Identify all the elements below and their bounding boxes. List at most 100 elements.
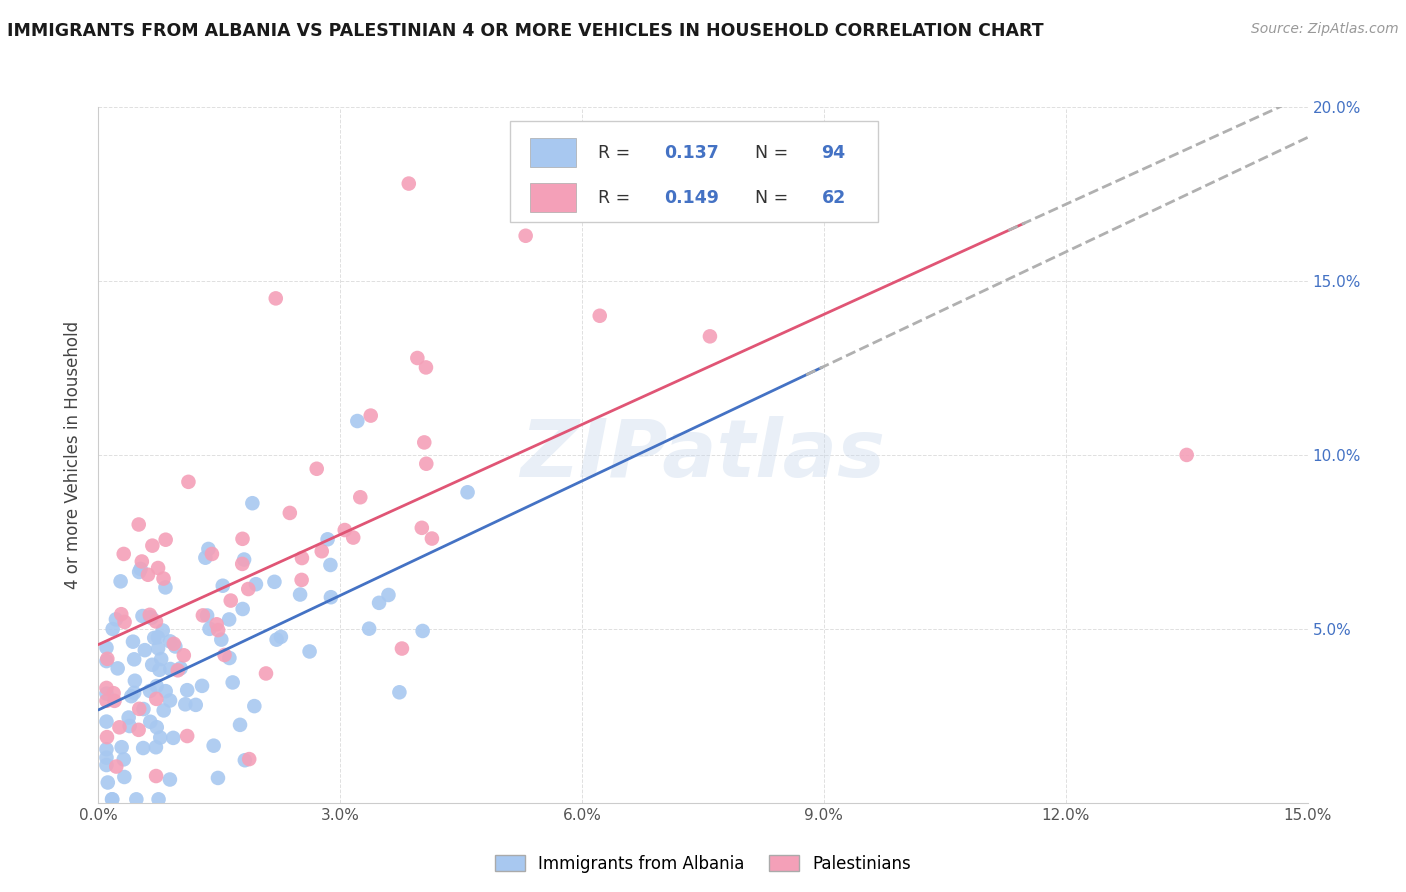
Point xyxy=(349,490,371,504)
Point xyxy=(155,581,177,595)
Point xyxy=(155,533,177,547)
Point xyxy=(141,611,163,625)
Point xyxy=(132,741,155,756)
Point xyxy=(129,562,152,576)
Point xyxy=(112,770,135,784)
Point xyxy=(125,792,148,806)
Point xyxy=(107,661,129,675)
Point xyxy=(201,547,224,561)
Y-axis label: 4 or more Vehicles in Household: 4 or more Vehicles in Household xyxy=(65,321,83,589)
Point xyxy=(159,693,181,707)
Text: N =: N = xyxy=(755,189,794,207)
Point xyxy=(152,703,174,717)
Point xyxy=(96,750,118,764)
Text: R =: R = xyxy=(598,189,636,207)
Point xyxy=(114,615,136,629)
Point xyxy=(112,547,135,561)
Point xyxy=(146,630,169,644)
Point xyxy=(96,730,118,744)
Point xyxy=(96,714,118,729)
Point xyxy=(342,531,364,545)
Point xyxy=(184,698,207,712)
Point xyxy=(197,541,219,556)
Point xyxy=(122,634,145,648)
Point xyxy=(291,573,314,587)
Point xyxy=(359,622,381,636)
Point xyxy=(128,517,150,532)
Point xyxy=(233,552,256,566)
Point xyxy=(202,739,225,753)
Point xyxy=(122,686,145,700)
Point xyxy=(1175,448,1198,462)
Point xyxy=(311,544,333,558)
Point xyxy=(118,719,141,733)
Point xyxy=(128,702,150,716)
Point xyxy=(243,699,266,714)
Point xyxy=(198,622,221,636)
Point xyxy=(166,663,188,677)
Point xyxy=(136,567,159,582)
Point xyxy=(218,651,240,665)
Point xyxy=(139,610,162,624)
Point xyxy=(333,523,356,537)
Point xyxy=(214,648,236,662)
Point xyxy=(120,689,142,703)
Point xyxy=(176,729,198,743)
Point xyxy=(191,608,214,623)
Point xyxy=(159,772,181,787)
Point xyxy=(97,775,120,789)
Point xyxy=(191,679,214,693)
Point xyxy=(231,532,253,546)
Text: N =: N = xyxy=(755,144,794,161)
Point xyxy=(131,554,153,568)
Point xyxy=(128,565,150,579)
Point xyxy=(145,691,167,706)
Point xyxy=(368,596,391,610)
Point xyxy=(162,731,184,745)
Point xyxy=(110,574,132,589)
Point xyxy=(96,687,118,701)
Point xyxy=(589,309,612,323)
Point xyxy=(101,792,124,806)
Point xyxy=(148,663,170,677)
Point xyxy=(207,623,229,637)
Point xyxy=(148,792,170,806)
Point xyxy=(96,681,118,695)
Point xyxy=(174,698,197,712)
Point xyxy=(96,640,118,655)
Point xyxy=(263,574,285,589)
Point xyxy=(105,759,128,773)
Point xyxy=(145,769,167,783)
Point xyxy=(233,753,256,767)
Text: ZIPatlas: ZIPatlas xyxy=(520,416,886,494)
Point xyxy=(319,591,342,605)
Point xyxy=(699,329,721,343)
Point xyxy=(146,641,169,656)
Point xyxy=(145,720,167,734)
FancyBboxPatch shape xyxy=(509,121,879,222)
Point xyxy=(173,648,195,663)
FancyBboxPatch shape xyxy=(530,138,576,167)
Point xyxy=(159,634,181,648)
Point xyxy=(218,612,240,626)
Point xyxy=(146,561,169,575)
Point xyxy=(101,622,124,636)
Point xyxy=(209,632,232,647)
Point xyxy=(360,409,382,423)
Point xyxy=(238,752,260,766)
Point xyxy=(288,588,311,602)
Point xyxy=(155,684,177,698)
Point xyxy=(207,771,229,785)
Point xyxy=(163,637,186,651)
Point xyxy=(264,291,287,305)
Point xyxy=(238,582,260,596)
Legend: Immigrants from Albania, Palestinians: Immigrants from Albania, Palestinians xyxy=(488,848,918,880)
Point xyxy=(266,632,288,647)
Point xyxy=(103,694,125,708)
Point xyxy=(291,551,314,566)
Point xyxy=(96,652,118,666)
Point xyxy=(145,679,167,693)
Point xyxy=(152,624,174,638)
Point xyxy=(110,607,132,622)
Text: 0.137: 0.137 xyxy=(664,144,718,161)
